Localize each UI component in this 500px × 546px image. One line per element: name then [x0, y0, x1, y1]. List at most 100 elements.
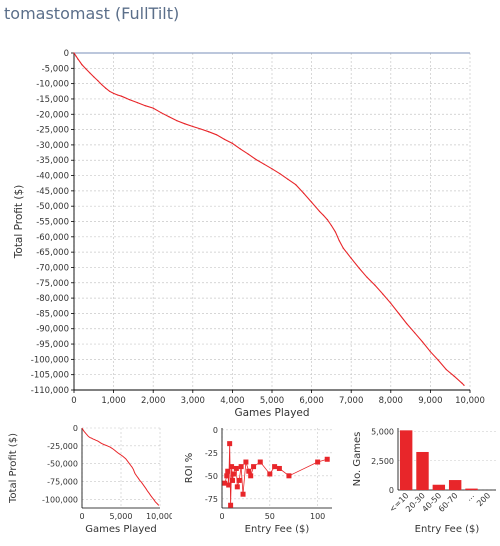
x-axis-label: Games Played — [234, 407, 309, 419]
profit-data-point — [109, 90, 111, 92]
profit-data-point — [398, 312, 400, 315]
roi-data-point — [225, 468, 231, 474]
profit-data-point — [366, 276, 368, 278]
roi-data-point — [286, 473, 292, 479]
profit-data-point — [445, 368, 447, 371]
roi-data-point — [272, 464, 278, 470]
roi-data-point — [276, 465, 282, 471]
x-tick-label: 5,000 — [110, 512, 133, 521]
profit-data-point — [303, 192, 305, 194]
page-title: tomastomast (FullTilt) — [4, 4, 180, 23]
profit-data-point — [120, 95, 123, 97]
y-tick-label: -70,000 — [36, 263, 69, 273]
x-tick-label: 0 — [71, 396, 76, 406]
roi-data-point — [233, 465, 239, 471]
profit-data-point — [247, 153, 249, 155]
roi-data-point — [240, 491, 246, 497]
profit-data-point — [184, 123, 186, 125]
y-tick-label: -50,000 — [47, 460, 78, 469]
profit-data-point — [215, 134, 218, 136]
profit-data-point — [318, 210, 321, 212]
roi-data-point — [246, 468, 252, 474]
y-tick-label: -85,000 — [36, 309, 69, 319]
y-tick-label: 0 — [64, 49, 69, 59]
profit-data-point — [231, 142, 233, 144]
bar-<=10 — [399, 430, 413, 490]
y-tick-label: -15,000 — [36, 95, 69, 105]
roi-data-point — [248, 473, 254, 479]
y-tick-label: 2,500 — [371, 457, 394, 466]
roi-data-point — [257, 459, 263, 465]
x-tick-label: 200 — [475, 491, 492, 508]
roi-data-point — [267, 471, 273, 477]
roi-data-point — [230, 477, 236, 483]
profit-data-point — [85, 68, 87, 70]
x-tick-label: 9,000 — [418, 396, 442, 406]
profit-data-point — [390, 302, 392, 304]
profit-data-point — [128, 98, 131, 101]
x-tick-label: 100 — [310, 512, 325, 521]
x-tick-label: 4,000 — [220, 396, 244, 406]
roi-data-point — [238, 464, 244, 470]
profit-data-point — [152, 107, 154, 109]
bar-40-50 — [432, 484, 446, 490]
y-tick-label: -35,000 — [36, 156, 69, 166]
profit-data-point — [338, 240, 340, 242]
profit-series-line — [81, 427, 160, 506]
roi-data-point — [230, 471, 236, 477]
y-tick-label: 0 — [389, 486, 394, 495]
profit-data-point — [101, 83, 103, 86]
profit-data-point — [295, 184, 297, 186]
profit-data-point — [326, 219, 329, 221]
profit-data-point — [116, 94, 119, 96]
profit-data-point — [314, 206, 317, 208]
bar-20-30 — [416, 451, 429, 490]
x-axis-label: Entry Fee ($) — [245, 524, 310, 535]
profit-data-point — [200, 128, 202, 130]
y-tick-label: -75,000 — [36, 279, 69, 289]
x-tick-label: 10,000 — [455, 396, 485, 406]
profit-data-point — [81, 64, 83, 66]
y-tick-label: 0 — [213, 426, 218, 435]
profit-data-point — [136, 102, 138, 104]
profit-data-point — [342, 247, 344, 249]
profit-data-point — [374, 284, 376, 286]
y-tick-label: -50 — [205, 472, 218, 481]
profit-data-point — [279, 173, 281, 175]
profit-data-point — [461, 382, 463, 384]
roi-data-point — [226, 482, 232, 488]
roi-data-point — [243, 459, 249, 465]
profit-data-point — [208, 131, 210, 133]
roi-data-point — [324, 456, 330, 462]
roi-scatter-chart: 0 50 100 0 -25 -50 -75 Entry Fee ($) ROI % — [184, 426, 332, 535]
x-axis-label: Games Played — [85, 524, 157, 535]
y-tick-label: -110,000 — [31, 386, 69, 396]
profit-data-point — [113, 92, 115, 95]
x-tick-label: 3,000 — [181, 396, 205, 406]
profit-data-point — [334, 231, 336, 233]
y-tick-label: -10,000 — [36, 80, 69, 90]
profit-data-point — [350, 257, 352, 259]
y-tick-label: -55,000 — [36, 218, 69, 228]
profit-data-point — [160, 112, 162, 114]
profit-data-point — [89, 72, 91, 74]
profit-data-point — [463, 384, 465, 387]
y-tick-label: -30,000 — [36, 141, 69, 151]
profit-series-line — [73, 52, 465, 386]
profit-data-point — [382, 293, 384, 295]
y-tick-label: -95,000 — [36, 340, 69, 350]
profit-data-point — [311, 201, 313, 203]
y-tick-label: -25,000 — [47, 442, 78, 451]
profit-data-point — [429, 351, 431, 353]
profit-data-point — [75, 55, 77, 57]
y-tick-label: -75 — [205, 495, 218, 504]
profit-data-point — [176, 120, 178, 122]
profit-data-point — [437, 359, 439, 361]
y-axis-label: Total Profit ($) — [13, 185, 25, 259]
profit-data-point — [322, 214, 325, 216]
x-tick-label: 5,000 — [260, 396, 284, 406]
profit-data-point — [97, 79, 99, 82]
y-tick-label: -100,000 — [42, 495, 78, 504]
x-tick-label: 1,000 — [101, 396, 125, 406]
profit-data-point — [105, 87, 107, 89]
